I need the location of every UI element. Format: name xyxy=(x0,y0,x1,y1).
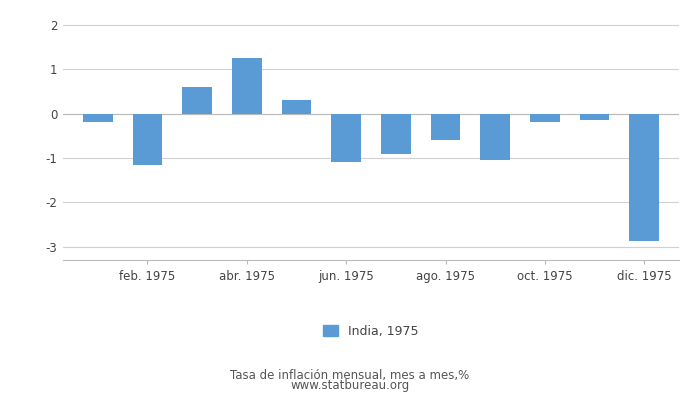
Bar xyxy=(232,58,262,114)
Bar xyxy=(182,87,212,114)
Bar xyxy=(530,114,560,122)
Bar xyxy=(83,114,113,122)
Text: Tasa de inflación mensual, mes a mes,%: Tasa de inflación mensual, mes a mes,% xyxy=(230,370,470,382)
Bar xyxy=(430,114,461,140)
Legend: India, 1975: India, 1975 xyxy=(318,320,424,343)
Bar xyxy=(580,114,610,120)
Bar xyxy=(629,114,659,241)
Bar xyxy=(331,114,361,162)
Bar xyxy=(381,114,411,154)
Text: www.statbureau.org: www.statbureau.org xyxy=(290,380,410,392)
Bar xyxy=(132,114,162,165)
Bar xyxy=(281,100,312,114)
Bar xyxy=(480,114,510,160)
